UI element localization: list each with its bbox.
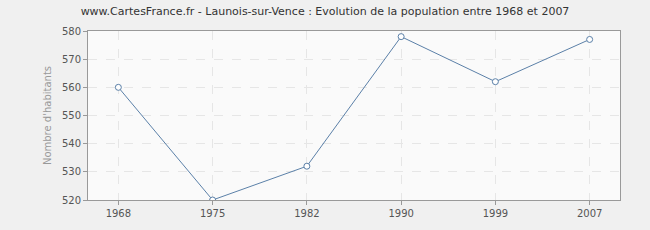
svg-text:1968: 1968 xyxy=(106,208,131,219)
svg-text:520: 520 xyxy=(62,195,81,206)
svg-text:Nombre d'habitants: Nombre d'habitants xyxy=(42,66,53,165)
svg-text:540: 540 xyxy=(62,138,81,149)
svg-text:580: 580 xyxy=(62,26,81,37)
svg-text:530: 530 xyxy=(62,166,81,177)
svg-text:1975: 1975 xyxy=(200,208,225,219)
svg-text:570: 570 xyxy=(62,54,81,65)
svg-text:1982: 1982 xyxy=(294,208,319,219)
svg-text:560: 560 xyxy=(62,82,81,93)
svg-text:www.CartesFrance.fr - Launois-: www.CartesFrance.fr - Launois-sur-Vence … xyxy=(81,5,570,18)
svg-text:1999: 1999 xyxy=(483,208,508,219)
svg-text:550: 550 xyxy=(62,110,81,121)
svg-text:2007: 2007 xyxy=(577,208,602,219)
svg-text:1990: 1990 xyxy=(388,208,413,219)
